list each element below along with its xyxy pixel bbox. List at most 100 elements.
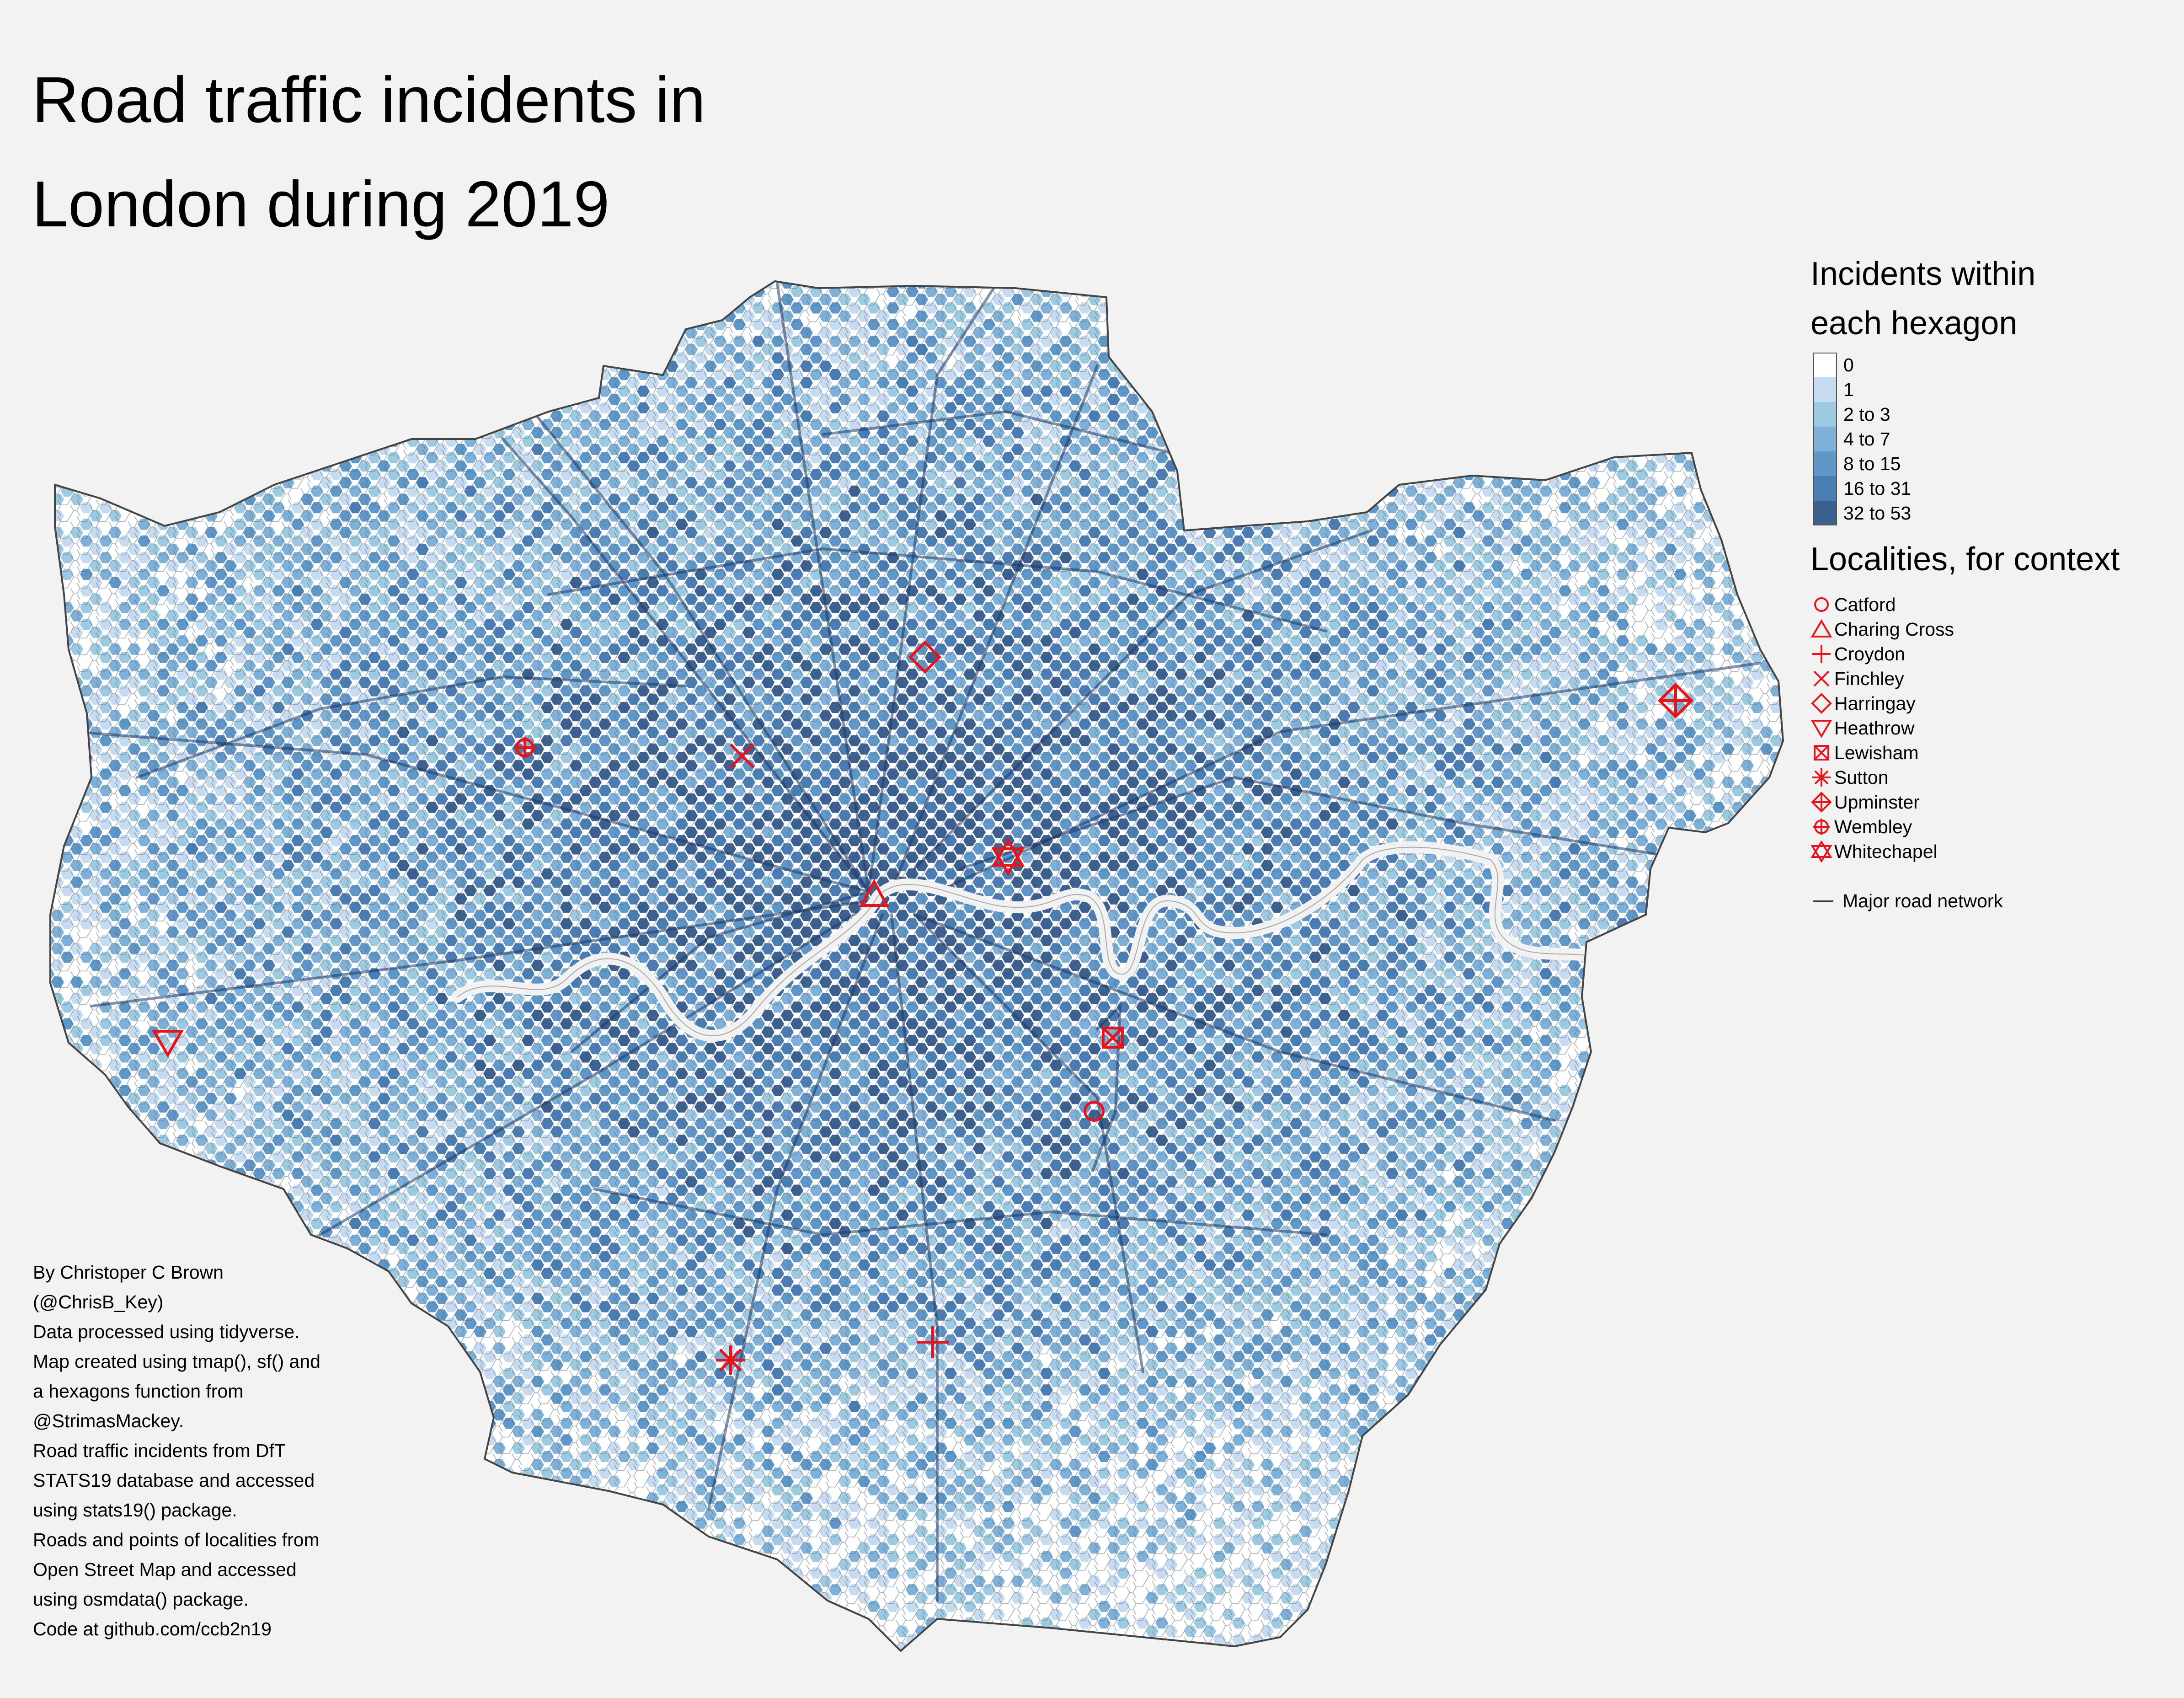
hex-cell xyxy=(1299,194,1312,205)
hex-cell xyxy=(1280,327,1293,339)
hex-cell xyxy=(1251,319,1264,330)
hex-cell xyxy=(1232,402,1245,413)
hex-cell xyxy=(1415,194,1427,205)
hex-cell xyxy=(416,410,429,422)
hex-cell xyxy=(1482,319,1495,330)
hex-cell xyxy=(1184,377,1197,389)
hex-cell xyxy=(1136,103,1149,114)
hex-cell xyxy=(378,177,390,188)
hex-cell xyxy=(1568,28,1581,39)
hex-cell xyxy=(627,244,640,255)
hex-cell xyxy=(1213,186,1226,197)
hex-cell xyxy=(1472,28,1485,39)
hex-cell xyxy=(42,3,54,14)
hex-cell xyxy=(733,70,746,80)
hex-cell xyxy=(282,344,294,355)
hex-cell xyxy=(838,194,851,205)
hex-cell xyxy=(522,336,534,347)
hex-cell xyxy=(61,219,74,230)
hex-cell xyxy=(445,352,458,364)
hex-cell xyxy=(1175,435,1187,447)
hex-cell xyxy=(963,236,976,247)
hex-cell xyxy=(1011,281,1024,289)
hex-cell xyxy=(800,261,813,272)
hex-cell xyxy=(1453,11,1466,22)
hex-cell xyxy=(1443,53,1456,64)
hex-cell xyxy=(1395,111,1408,122)
hex-cell xyxy=(1203,493,1216,505)
hex-cell xyxy=(282,377,294,389)
hex-cell xyxy=(685,161,698,172)
hex-cell xyxy=(1539,53,1552,64)
hex-cell xyxy=(685,61,698,72)
hex-cell xyxy=(627,294,640,305)
hex-cell xyxy=(358,161,371,172)
hex-cell xyxy=(387,169,400,180)
hex-cell xyxy=(1184,444,1197,455)
hex-cell xyxy=(1472,44,1485,55)
hex-cell xyxy=(1213,352,1226,364)
hex-cell xyxy=(166,145,179,155)
hex-cell xyxy=(1779,228,1792,239)
hex-cell xyxy=(723,261,736,272)
hex-cell xyxy=(1712,336,1725,347)
hex-cell xyxy=(1251,502,1264,514)
hex-cell xyxy=(838,244,851,255)
hex-cell xyxy=(637,153,650,164)
hex-cell xyxy=(637,169,650,180)
hex-cell xyxy=(1117,336,1130,347)
hex-cell xyxy=(1453,427,1466,439)
hex-cell xyxy=(1290,302,1303,314)
hex-cell xyxy=(579,285,592,297)
hex-cell xyxy=(234,103,246,114)
hex-cell xyxy=(291,252,304,263)
hex-cell xyxy=(1011,128,1024,139)
hex-cell xyxy=(282,360,294,372)
hex-cell xyxy=(1559,219,1571,230)
hex-cell xyxy=(1194,452,1207,464)
hex-cell xyxy=(1674,435,1687,447)
hex-cell xyxy=(1424,219,1437,230)
hex-cell xyxy=(502,103,515,114)
hex-cell xyxy=(1127,360,1139,372)
hex-cell xyxy=(1069,28,1082,39)
hex-cell xyxy=(310,86,323,97)
hex-cell xyxy=(1511,128,1523,139)
hex-cell xyxy=(426,169,438,180)
hex-cell xyxy=(186,461,198,472)
hex-cell xyxy=(1367,3,1379,14)
hex-cell xyxy=(1059,153,1072,164)
hex-cell xyxy=(99,469,112,480)
hex-cell xyxy=(1165,194,1178,205)
hex-cell xyxy=(32,278,45,289)
hex-cell xyxy=(493,294,506,305)
hex-cell xyxy=(522,369,534,380)
hex-cell xyxy=(1386,136,1399,147)
hex-cell xyxy=(1683,28,1696,39)
hex-cell xyxy=(253,386,266,397)
hex-cell xyxy=(819,145,832,155)
hex-cell xyxy=(147,344,160,355)
hex-cell xyxy=(1434,11,1447,22)
hex-cell xyxy=(1587,311,1600,322)
hex-cell xyxy=(128,228,141,239)
hex-cell xyxy=(1395,461,1408,472)
hex-cell xyxy=(1482,169,1495,180)
hex-cell xyxy=(205,493,218,505)
hex-cell xyxy=(13,361,26,372)
hex-cell xyxy=(1059,70,1072,80)
hex-cell xyxy=(1136,36,1149,47)
hex-cell xyxy=(157,386,170,397)
hex-cell xyxy=(1760,261,1773,272)
hex-cell xyxy=(262,28,275,39)
hex-cell xyxy=(262,194,275,205)
hex-cell xyxy=(234,119,246,130)
hex-cell xyxy=(646,281,659,289)
hex-cell xyxy=(1616,352,1629,364)
hex-cell xyxy=(1568,161,1581,172)
hex-cell xyxy=(1463,285,1475,297)
hex-cell xyxy=(1443,302,1456,314)
hex-cell xyxy=(368,419,381,430)
hex-cell xyxy=(752,252,765,263)
hex-cell xyxy=(550,394,563,405)
